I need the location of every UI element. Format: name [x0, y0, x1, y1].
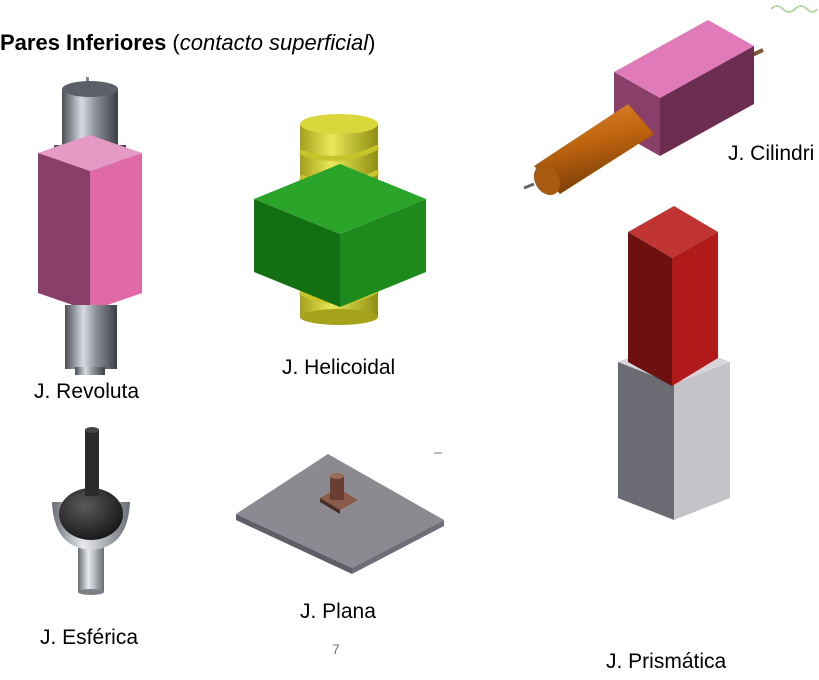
helical-joint-figure	[254, 114, 426, 325]
cylindrical-joint-figure	[523, 20, 764, 196]
label-cilindrica: J. Cilindri	[728, 142, 815, 165]
label-prismatica: J. Prismática	[606, 650, 727, 673]
label-revoluta: J. Revoluta	[34, 380, 140, 403]
revolute-joint-figure	[38, 77, 142, 375]
label-helicoidal: J. Helicoidal	[282, 356, 396, 379]
title-italic: contacto superficial	[179, 30, 369, 55]
planar-joint-figure	[236, 452, 444, 574]
spherical-joint-figure	[52, 427, 130, 595]
page-number: 7	[332, 641, 340, 657]
prismatic-joint-figure	[618, 206, 730, 520]
label-plana: J. Plana	[300, 600, 376, 623]
slide-title: Pares Inferiores (contacto superficial)	[0, 30, 376, 55]
label-esferica: J. Esférica	[40, 626, 139, 649]
title-bold: Pares Inferiores	[0, 30, 167, 55]
logo	[769, 0, 819, 13]
